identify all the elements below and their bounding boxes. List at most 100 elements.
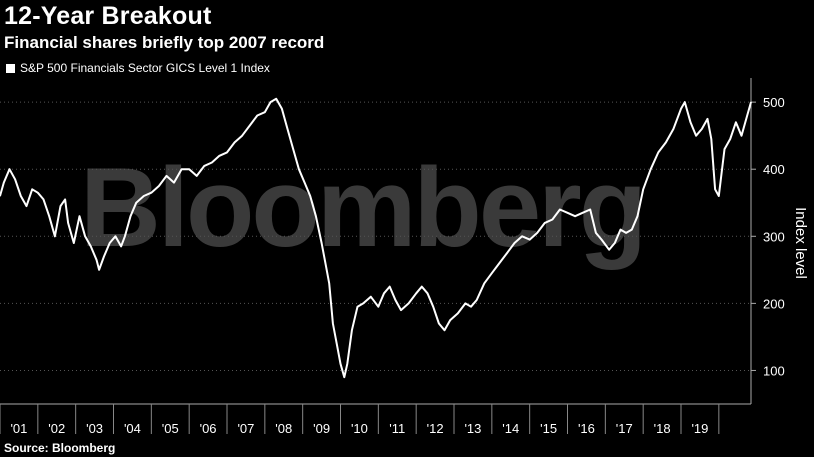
data-point — [42, 198, 45, 200]
x-tick-label: '15 — [540, 421, 557, 436]
data-point — [684, 101, 686, 103]
data-point — [269, 101, 272, 103]
data-point — [729, 138, 731, 140]
data-point — [370, 296, 372, 298]
data-point — [529, 239, 531, 241]
data-point — [589, 208, 591, 211]
data-point — [421, 286, 423, 288]
data-point — [321, 242, 323, 244]
data-point — [281, 108, 283, 110]
data-point — [582, 212, 584, 214]
data-point — [415, 292, 417, 294]
data-point — [90, 245, 92, 247]
data-point — [389, 286, 391, 288]
data-point — [438, 322, 440, 325]
data-point — [740, 135, 743, 137]
x-tick-label: '12 — [427, 421, 444, 436]
data-point — [408, 302, 410, 304]
data-point — [181, 168, 183, 170]
data-point — [31, 188, 33, 190]
data-point — [343, 376, 345, 378]
x-tick-label: '08 — [275, 421, 292, 436]
data-point — [400, 309, 402, 311]
data-point — [114, 235, 116, 237]
data-point — [710, 138, 712, 140]
x-tick-label: '09 — [313, 421, 330, 436]
data-point — [657, 151, 659, 153]
data-point — [394, 299, 396, 301]
data-point — [544, 222, 546, 224]
data-point — [95, 259, 98, 261]
data-point — [457, 312, 459, 314]
data-point — [249, 125, 251, 127]
data-point — [120, 245, 122, 247]
data-point — [188, 168, 190, 170]
x-tick-label: '19 — [691, 421, 708, 436]
x-tick-label: '17 — [616, 421, 633, 436]
data-point — [566, 212, 569, 214]
data-point — [665, 141, 667, 143]
data-point — [48, 215, 50, 217]
x-tick-label: '07 — [237, 421, 254, 436]
data-point — [476, 299, 478, 301]
legend-label: S&P 500 Financials Sector GICS Level 1 I… — [20, 61, 270, 75]
data-point — [723, 148, 726, 150]
data-point — [650, 168, 652, 170]
data-point — [498, 262, 500, 264]
data-point — [735, 121, 737, 123]
data-point — [601, 239, 603, 241]
legend-swatch — [6, 63, 15, 73]
data-point — [718, 195, 720, 197]
data-point — [470, 306, 472, 308]
series-line — [0, 97, 752, 379]
data-point — [746, 114, 748, 117]
x-tick-label: '02 — [48, 421, 65, 436]
chart-title: 12-Year Breakout — [4, 2, 212, 30]
data-point — [672, 128, 675, 130]
data-point — [377, 306, 379, 308]
data-point — [706, 118, 709, 120]
data-point — [64, 198, 66, 200]
data-point — [129, 215, 132, 217]
data-point — [196, 175, 198, 177]
data-point — [362, 302, 364, 304]
data-point — [491, 272, 493, 274]
data-point — [608, 249, 610, 251]
data-point — [218, 155, 220, 157]
data-point — [14, 178, 16, 180]
data-point — [356, 306, 359, 308]
data-point — [351, 329, 353, 331]
y-tick-label: 200 — [763, 296, 785, 311]
chart-subtitle: Financial shares briefly top 2007 record — [4, 33, 325, 52]
y-tick-label: 500 — [763, 95, 785, 110]
y-tick-label: 300 — [763, 229, 785, 244]
x-tick-label: '11 — [389, 421, 405, 436]
data-point — [614, 242, 616, 244]
data-point — [636, 215, 639, 217]
data-point — [292, 148, 294, 150]
data-point — [20, 195, 22, 197]
x-tick-label: '06 — [200, 421, 217, 436]
data-point — [158, 185, 160, 187]
x-tick-label: '04 — [124, 421, 141, 436]
legend: S&P 500 Financials Sector GICS Level 1 I… — [6, 61, 270, 75]
data-point — [165, 175, 168, 177]
data-point — [54, 235, 56, 237]
data-point — [559, 208, 561, 211]
data-point — [109, 242, 111, 244]
data-point — [37, 192, 39, 194]
data-point — [135, 202, 137, 204]
data-point — [98, 269, 100, 271]
source-note: Source: Bloomberg — [4, 441, 116, 455]
data-point — [432, 306, 434, 308]
data-point — [103, 255, 105, 257]
y-axis-label: Index level — [792, 207, 809, 279]
data-point — [426, 292, 429, 294]
data-point — [574, 215, 576, 217]
data-point — [309, 195, 311, 197]
data-point — [211, 161, 213, 164]
data-point — [551, 218, 554, 221]
data-point — [714, 188, 716, 190]
data-point — [483, 282, 485, 284]
